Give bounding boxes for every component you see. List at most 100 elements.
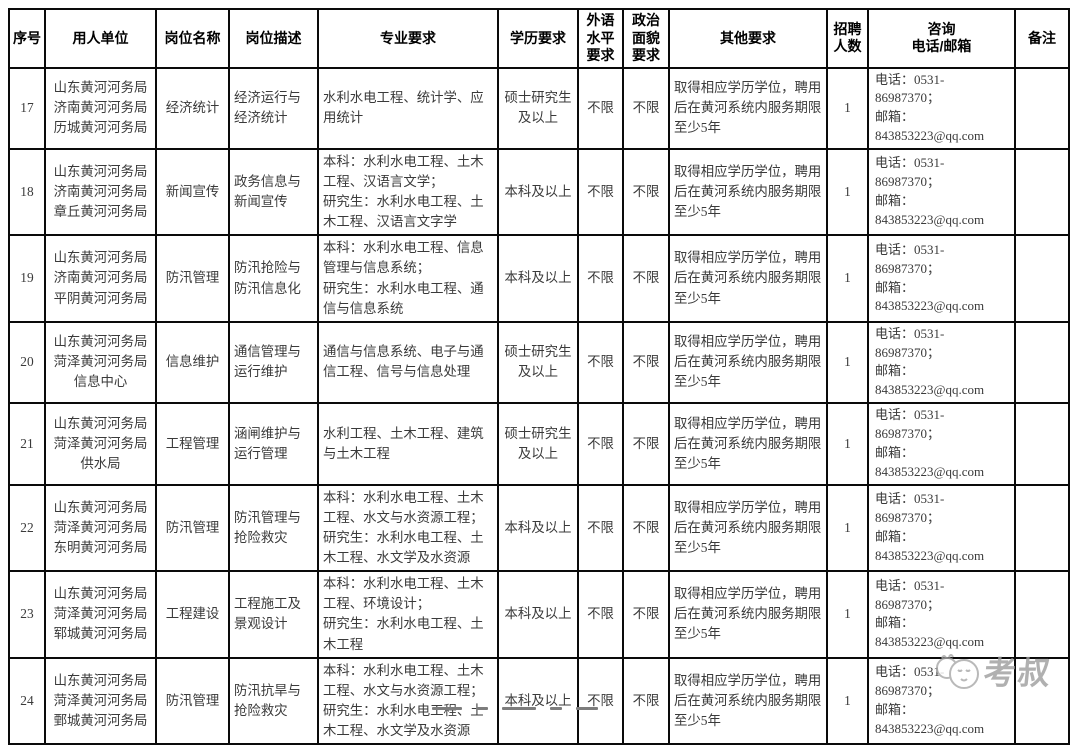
cell-wyyq: 不限 <box>577 234 624 323</box>
cell-rs: 1 <box>826 569 869 659</box>
cell-xh: 24 <box>8 656 46 745</box>
cell-gwmc: 工程管理 <box>155 402 230 486</box>
cell-rs: 1 <box>826 320 869 405</box>
cell-bz <box>1014 320 1070 405</box>
cell-zyyq: 本科：水利水电工程、信息管理与信息系统； 研究生：水利水电工程、通信与信息系统 <box>317 234 499 323</box>
table-header-row: 序号 用人单位 岗位名称 岗位描述 专业要求 学历要求 外语 水平 要求 政治 面貌 要求 其他… <box>8 8 1070 69</box>
cell-qtyq: 取得相应学历学位，聘用后在黄河系统内服务期限至少5年 <box>668 656 828 745</box>
table-row-21: 21 山东黄河河务局 菏泽黄河河务局 供水局 工程管理 涵闸维护与运行管理 水利工程、土… <box>8 402 1070 486</box>
cell-yrdw: 山东黄河河务局 菏泽黄河河务局 东明黄河河务局 <box>44 483 157 572</box>
cell-rs: 1 <box>826 656 869 745</box>
cell-zzyq: 不限 <box>622 402 670 486</box>
cell-xh: 22 <box>8 483 46 572</box>
header-yrdw: 用人单位 <box>44 8 157 69</box>
cell-xh: 23 <box>8 569 46 659</box>
clipped-footer-text <box>432 707 662 712</box>
cell-xh: 18 <box>8 147 46 237</box>
cell-qtyq: 取得相应学历学位，聘用后在黄河系统内服务期限至少5年 <box>668 402 828 486</box>
cell-gwms: 通信管理与运行维护 <box>228 320 319 405</box>
cell-zyyq: 本科：水利水电工程、土木工程、水文与水资源工程； 研究生：水利水电工程、土木工程… <box>317 656 499 745</box>
cell-yrdw: 山东黄河河务局 菏泽黄河河务局 郓城黄河河务局 <box>44 569 157 659</box>
cell-yrdw: 山东黄河河务局 济南黄河河务局 章丘黄河河务局 <box>44 147 157 237</box>
cell-gwmc: 防汛管理 <box>155 234 230 323</box>
cell-zyyq: 本科：水利水电工程、土木工程、汉语言文学； 研究生：水利水电工程、土木工程、汉语… <box>317 147 499 237</box>
cell-rs: 1 <box>826 66 869 150</box>
table-row-17: 17 山东黄河河务局 济南黄河河务局 历城黄河河务局 经济统计 经济运行与经济统计 水利… <box>8 66 1070 150</box>
cell-qtyq: 取得相应学历学位，聘用后在黄河系统内服务期限至少5年 <box>668 483 828 572</box>
table-row-22: 22 山东黄河河务局 菏泽黄河河务局 东明黄河河务局 防汛管理 防汛管理与抢险救灾 本科… <box>8 483 1070 572</box>
cell-zzyq: 不限 <box>622 66 670 150</box>
table-row-19: 19 山东黄河河务局 济南黄河河务局 平阴黄河河务局 防汛管理 防汛抢险与防汛信息化本… <box>8 234 1070 323</box>
cell-zyyq: 水利水电工程、统计学、应用统计 <box>317 66 499 150</box>
cell-zyyq: 本科：水利水电工程、土木工程、水文与水资源工程； 研究生：水利水电工程、土木工程… <box>317 483 499 572</box>
cell-dh: 电话：0531-86987370； 邮箱： 843853223@qq.com <box>867 147 1016 237</box>
header-row: 序号 用人单位 岗位名称 岗位描述 专业要求 学历要求 外语 水平 要求 政治 面貌 要求 其他… <box>8 8 1070 69</box>
cell-xlyq: 本科及以上 <box>497 656 579 745</box>
cell-qtyq: 取得相应学历学位，聘用后在黄河系统内服务期限至少5年 <box>668 147 828 237</box>
table-row-24: 24 山东黄河河务局 菏泽黄河河务局 鄄城黄河河务局 防汛管理 防汛抗旱与抢险救灾 本科… <box>8 656 1070 745</box>
cell-gwms: 工程施工及景观设计 <box>228 569 319 659</box>
recruitment-table-container: 序号 用人单位 岗位名称 岗位描述 专业要求 学历要求 外语 水平 要求 政治 面貌 要求 其他… <box>8 8 1070 745</box>
cell-gwmc: 信息维护 <box>155 320 230 405</box>
cell-xlyq: 硕士研究生 及以上 <box>497 66 579 150</box>
cell-wyyq: 不限 <box>577 656 624 745</box>
cell-zzyq: 不限 <box>622 483 670 572</box>
cell-bz <box>1014 483 1070 572</box>
cell-gwms: 防汛抢险与防汛信息化 <box>228 234 319 323</box>
table-body: 17 山东黄河河务局 济南黄河河务局 历城黄河河务局 经济统计 经济运行与经济统计 水利… <box>8 66 1070 745</box>
cell-bz <box>1014 656 1070 745</box>
cell-gwms: 政务信息与新闻宣传 <box>228 147 319 237</box>
cell-xlyq: 硕士研究生 及以上 <box>497 320 579 405</box>
cell-wyyq: 不限 <box>577 320 624 405</box>
cell-zzyq: 不限 <box>622 234 670 323</box>
cell-zzyq: 不限 <box>622 656 670 745</box>
cell-dh: 电话：0531-86987370； 邮箱： 843853223@qq.com <box>867 402 1016 486</box>
cell-xlyq: 本科及以上 <box>497 147 579 237</box>
cell-gwms: 防汛管理与抢险救灾 <box>228 483 319 572</box>
header-rs: 招聘 人数 <box>826 8 869 69</box>
cell-rs: 1 <box>826 234 869 323</box>
header-dh: 咨询 电话/邮箱 <box>867 8 1016 69</box>
cell-zzyq: 不限 <box>622 569 670 659</box>
cell-dh: 电话：0531-86987370； 邮箱： 843853223@qq.com <box>867 656 1016 745</box>
cell-yrdw: 山东黄河河务局 菏泽黄河河务局 供水局 <box>44 402 157 486</box>
cell-gwmc: 防汛管理 <box>155 656 230 745</box>
header-xlyq: 学历要求 <box>497 8 579 69</box>
header-zzyq: 政治 面貌 要求 <box>622 8 670 69</box>
cell-yrdw: 山东黄河河务局 济南黄河河务局 平阴黄河河务局 <box>44 234 157 323</box>
cell-zzyq: 不限 <box>622 320 670 405</box>
cell-rs: 1 <box>826 402 869 486</box>
cell-dh: 电话：0531-86987370； 邮箱： 843853223@qq.com <box>867 234 1016 323</box>
table-row-18: 18 山东黄河河务局 济南黄河河务局 章丘黄河河务局 新闻宣传 政务信息与新闻宣传 本科… <box>8 147 1070 237</box>
cell-xlyq: 本科及以上 <box>497 569 579 659</box>
cell-xh: 20 <box>8 320 46 405</box>
cell-dh: 电话：0531-86987370； 邮箱： 843853223@qq.com <box>867 66 1016 150</box>
cell-wyyq: 不限 <box>577 483 624 572</box>
cell-xh: 17 <box>8 66 46 150</box>
cell-rs: 1 <box>826 147 869 237</box>
cell-wyyq: 不限 <box>577 402 624 486</box>
header-gwmc: 岗位名称 <box>155 8 230 69</box>
cell-zyyq: 本科：水利水电工程、土木工程、环境设计； 研究生：水利水电工程、土木工程 <box>317 569 499 659</box>
recruitment-table: 序号 用人单位 岗位名称 岗位描述 专业要求 学历要求 外语 水平 要求 政治 面貌 要求 其他… <box>8 8 1070 745</box>
cell-xh: 21 <box>8 402 46 486</box>
cell-gwms: 防汛抗旱与抢险救灾 <box>228 656 319 745</box>
cell-xlyq: 本科及以上 <box>497 483 579 572</box>
cell-rs: 1 <box>826 483 869 572</box>
table-row-20: 20 山东黄河河务局 菏泽黄河河务局 信息中心 信息维护 通信管理与运行维护 通信与信息… <box>8 320 1070 405</box>
cell-gwmc: 经济统计 <box>155 66 230 150</box>
cell-qtyq: 取得相应学历学位，聘用后在黄河系统内服务期限至少5年 <box>668 569 828 659</box>
cell-bz <box>1014 234 1070 323</box>
cell-zyyq: 水利工程、土木工程、建筑与土木工程 <box>317 402 499 486</box>
header-bz: 备注 <box>1014 8 1070 69</box>
cell-wyyq: 不限 <box>577 569 624 659</box>
cell-gwmc: 防汛管理 <box>155 483 230 572</box>
cell-yrdw: 山东黄河河务局 济南黄河河务局 历城黄河河务局 <box>44 66 157 150</box>
cell-yrdw: 山东黄河河务局 菏泽黄河河务局 鄄城黄河河务局 <box>44 656 157 745</box>
cell-wyyq: 不限 <box>577 147 624 237</box>
cell-zzyq: 不限 <box>622 147 670 237</box>
cell-dh: 电话：0531-86987370； 邮箱： 843853223@qq.com <box>867 569 1016 659</box>
cell-bz <box>1014 402 1070 486</box>
header-wyyq: 外语 水平 要求 <box>577 8 624 69</box>
cell-yrdw: 山东黄河河务局 菏泽黄河河务局 信息中心 <box>44 320 157 405</box>
